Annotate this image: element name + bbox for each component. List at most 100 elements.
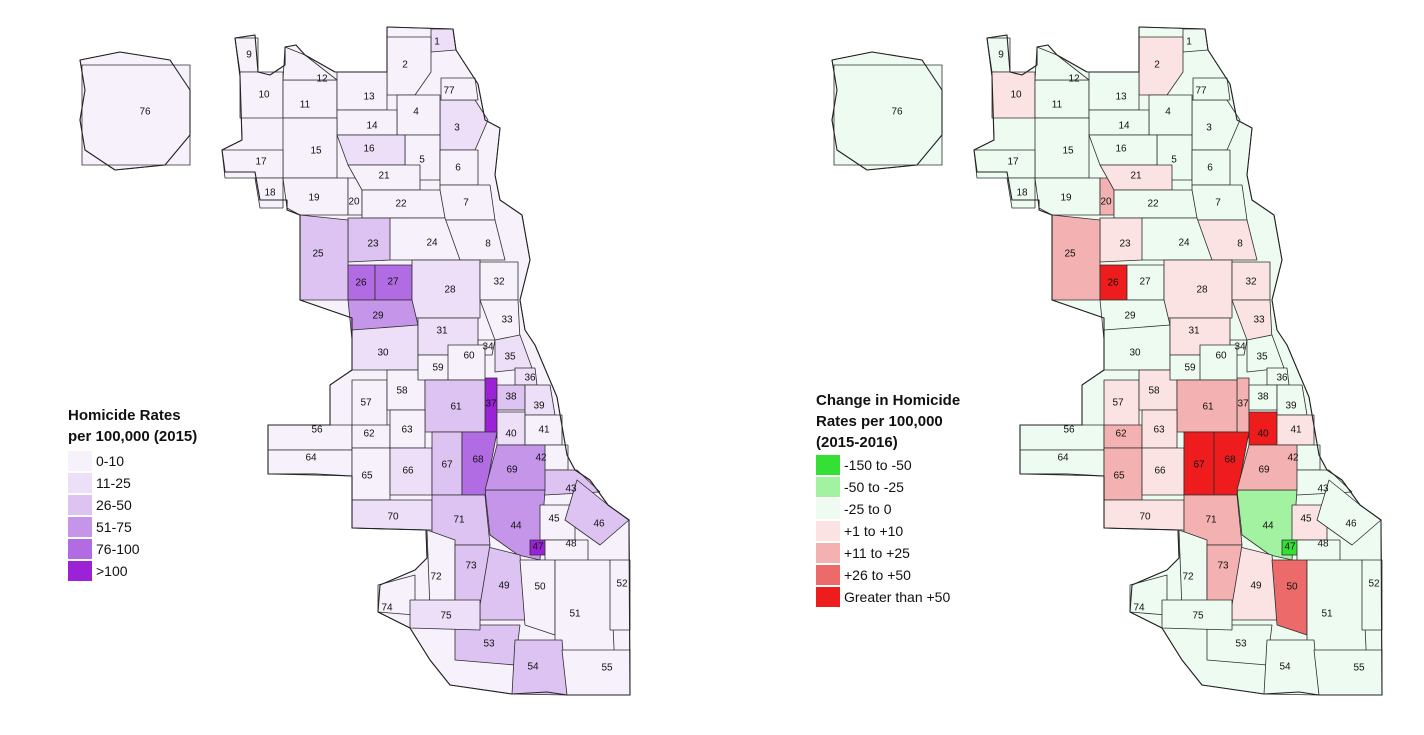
community-area-label-62: 62 — [1115, 429, 1127, 440]
community-area-label-43: 43 — [1317, 484, 1329, 495]
legend-swatch — [816, 455, 840, 475]
community-area-label-64: 64 — [305, 453, 317, 464]
community-area-label-12: 12 — [316, 74, 328, 85]
legend-item: 51-75 — [68, 516, 197, 538]
community-area-label-67: 67 — [1193, 460, 1205, 471]
community-area-label-26: 26 — [1107, 278, 1119, 289]
community-area-25 — [299, 214, 349, 301]
community-area-label-14: 14 — [366, 121, 378, 132]
community-area-label-23: 23 — [1119, 239, 1131, 250]
community-area-label-54: 54 — [1279, 662, 1291, 673]
community-area-label-1: 1 — [1186, 37, 1192, 48]
community-area-label-6: 6 — [455, 163, 461, 174]
community-area-label-37: 37 — [485, 399, 497, 410]
community-area-12 — [282, 46, 338, 81]
community-area-label-3: 3 — [454, 123, 460, 134]
community-area-label-7: 7 — [1215, 198, 1221, 209]
community-area-label-35: 35 — [1256, 352, 1268, 363]
community-area-12 — [1034, 46, 1090, 81]
community-area-19 — [282, 177, 349, 216]
community-area-label-65: 65 — [361, 471, 373, 482]
community-area-label-28: 28 — [1196, 285, 1208, 296]
community-area-label-39: 39 — [533, 401, 545, 412]
community-area-label-46: 46 — [593, 519, 605, 530]
community-area-label-49: 49 — [498, 581, 510, 592]
community-area-label-20: 20 — [348, 197, 360, 208]
legend-label: +1 to +10 — [844, 523, 904, 539]
community-area-label-74: 74 — [1133, 603, 1145, 614]
community-area-label-74: 74 — [381, 603, 393, 614]
community-area-label-34: 34 — [482, 342, 494, 353]
legend-swatch — [68, 539, 92, 559]
community-area-label-76: 76 — [139, 107, 151, 118]
legend-label: Greater than +50 — [844, 589, 951, 605]
community-area-label-12: 12 — [1068, 74, 1080, 85]
community-area-label-36: 36 — [524, 373, 536, 384]
community-area-label-60: 60 — [1215, 351, 1227, 362]
legend-swatch — [816, 565, 840, 585]
legend-item: 26-50 — [68, 494, 197, 516]
community-area-label-52: 52 — [616, 579, 628, 590]
legend-label: 26-50 — [96, 497, 132, 513]
community-area-label-26: 26 — [355, 278, 367, 289]
community-area-76 — [81, 64, 191, 166]
legend-item: 0-10 — [68, 450, 197, 472]
community-area-label-47: 47 — [532, 542, 544, 553]
community-area-label-75: 75 — [440, 611, 452, 622]
community-area-label-58: 58 — [1148, 386, 1160, 397]
community-area-label-51: 51 — [569, 609, 581, 620]
community-area-label-47: 47 — [1284, 542, 1296, 553]
community-area-label-55: 55 — [601, 663, 613, 674]
boundary-outline — [973, 26, 1383, 696]
community-area-55 — [1313, 649, 1383, 696]
legend-label: +26 to +50 — [844, 567, 911, 583]
community-area-label-3: 3 — [1206, 123, 1212, 134]
community-area-label-31: 31 — [436, 326, 448, 337]
community-area-50 — [519, 559, 556, 636]
community-area-label-29: 29 — [1124, 311, 1136, 322]
community-area-label-16: 16 — [1115, 144, 1127, 155]
community-area-label-60: 60 — [463, 351, 475, 362]
community-area-label-5: 5 — [419, 155, 425, 166]
community-area-label-11: 11 — [1052, 100, 1063, 111]
legend-label: -150 to -50 — [844, 457, 912, 473]
community-area-17 — [973, 149, 1036, 179]
community-area-label-16: 16 — [363, 144, 375, 155]
legend-item: 76-100 — [68, 538, 197, 560]
community-area-label-53: 53 — [483, 639, 495, 650]
community-area-label-25: 25 — [312, 249, 324, 260]
community-area-label-59: 59 — [1184, 363, 1196, 374]
community-area-label-7: 7 — [463, 198, 469, 209]
community-area-label-32: 32 — [493, 277, 505, 288]
community-area-label-72: 72 — [430, 572, 442, 583]
community-area-label-10: 10 — [258, 90, 270, 101]
community-area-label-4: 4 — [413, 107, 419, 118]
community-area-label-27: 27 — [1139, 277, 1151, 288]
community-area-label-68: 68 — [1224, 455, 1236, 466]
community-area-label-28: 28 — [444, 285, 456, 296]
community-area-label-23: 23 — [367, 239, 379, 250]
community-area-76 — [833, 64, 943, 166]
community-area-56 — [267, 424, 353, 451]
community-area-50 — [1271, 559, 1308, 636]
legend-items: 0-10 11-25 26-50 51-75 76-100 >100 — [68, 450, 197, 582]
community-area-label-30: 30 — [377, 348, 389, 359]
community-area-label-51: 51 — [1321, 609, 1333, 620]
community-area-label-36: 36 — [1276, 373, 1288, 384]
community-area-label-10: 10 — [1010, 90, 1022, 101]
community-area-52 — [1361, 559, 1383, 631]
community-area-label-40: 40 — [505, 429, 517, 440]
community-area-label-73: 73 — [465, 561, 477, 572]
community-area-label-13: 13 — [363, 92, 375, 103]
community-area-label-56: 56 — [1063, 425, 1075, 436]
community-area-13 — [336, 71, 388, 111]
community-area-label-68: 68 — [472, 455, 484, 466]
legend-swatch — [68, 495, 92, 515]
community-area-46 — [1316, 479, 1382, 546]
community-area-label-21: 21 — [378, 171, 390, 182]
community-area-label-9: 9 — [246, 50, 252, 61]
community-area-label-21: 21 — [1130, 171, 1142, 182]
community-area-label-72: 72 — [1182, 572, 1194, 583]
legend-label: -50 to -25 — [844, 479, 904, 495]
community-area-72 — [426, 529, 456, 611]
